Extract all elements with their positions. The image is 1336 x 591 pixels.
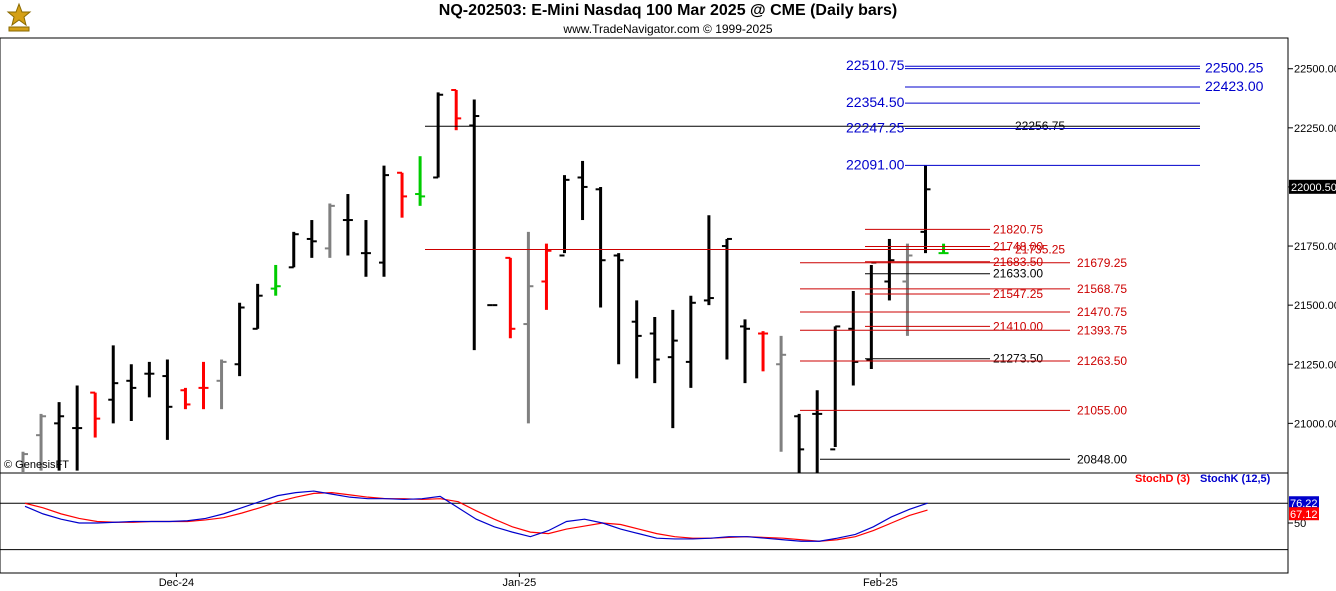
price-bars <box>21 89 949 473</box>
level-label: 21410.00 <box>993 319 1043 333</box>
level-label: 20848.00 <box>1077 452 1127 466</box>
level-label: 21633.00 <box>993 267 1043 281</box>
price-tick-label: 22500.00 <box>1294 64 1336 76</box>
price-tick-label: 22250.00 <box>1294 123 1336 135</box>
chart-subtitle: www.TradeNavigator.com © 1999-2025 <box>563 22 773 36</box>
stochastic-panel <box>0 472 1289 574</box>
watermark: © GenesisFT <box>4 459 69 471</box>
chart-header: NQ-202503: E-Mini Nasdaq 100 Mar 2025 @ … <box>0 0 1336 38</box>
level-label: 21820.75 <box>993 222 1043 236</box>
level-label: 21568.75 <box>1077 282 1127 296</box>
stoch-k-legend: StochK (12,5) <box>1200 473 1271 485</box>
last-price-label: 22000.50 <box>1291 182 1336 194</box>
level-label: 22091.00 <box>846 156 905 172</box>
level-label: 22256.75 <box>1015 119 1065 133</box>
level-label: 22354.50 <box>846 94 905 110</box>
price-panel <box>0 37 1289 474</box>
level-label: 21393.75 <box>1077 323 1127 337</box>
stoch-k-badge <box>1289 496 1319 510</box>
price-axis: 21000.0021250.0021500.0021750.0022000.00… <box>1288 64 1336 430</box>
stoch-d-legend: StochD (3) <box>1135 473 1190 485</box>
price-tick-label: 21750.00 <box>1294 241 1336 253</box>
level-label: 21735.25 <box>1015 243 1065 257</box>
last-price-badge <box>1289 179 1336 194</box>
stochastic-lines: StochD (3) StochK (12,5) <box>0 473 1288 551</box>
stoch-k-line <box>24 490 928 542</box>
date-tick-label: Jan-25 <box>503 577 537 589</box>
price-tick-label: 21250.00 <box>1294 359 1336 371</box>
level-label: 22510.75 <box>846 57 905 73</box>
level-label: 22423.00 <box>1205 78 1264 94</box>
date-tick-label: Dec-24 <box>159 577 194 589</box>
price-tick-label: 21000.00 <box>1294 418 1336 430</box>
trade-navigator-logo-icon <box>3 2 35 34</box>
chart-title: NQ-202503: E-Mini Nasdaq 100 Mar 2025 @ … <box>438 2 898 19</box>
price-levels: 22510.75 22500.25 22423.00 22354.50 22256.75… <box>425 57 1264 466</box>
level-label: 21273.50 <box>993 352 1043 366</box>
level-label: 21679.25 <box>1077 256 1127 270</box>
level-label: 21263.50 <box>1077 354 1127 368</box>
stoch-d-value: 67.12 <box>1290 509 1318 521</box>
date-axis: Dec-24 Jan-25 Feb-25 <box>0 572 1288 589</box>
level-label: 21470.75 <box>1077 305 1127 319</box>
level-label: 21547.25 <box>993 287 1043 301</box>
stoch-tick-label: 50 <box>1294 518 1306 530</box>
level-label: 21055.00 <box>1077 403 1127 417</box>
level-label: 21683.50 <box>993 255 1043 269</box>
date-tick-label: Feb-25 <box>863 577 898 589</box>
level-label: 22247.25 <box>846 119 905 135</box>
stoch-d-badge <box>1289 507 1319 521</box>
level-label: 22500.25 <box>1205 60 1264 76</box>
price-tick-label: 21500.00 <box>1294 300 1336 312</box>
